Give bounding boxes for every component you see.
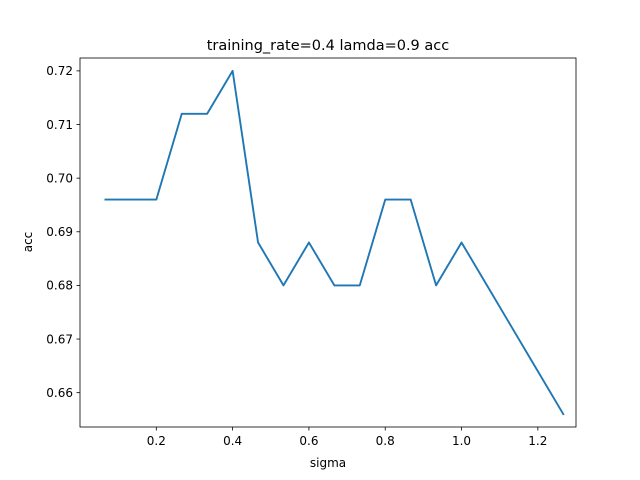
x-tick-label: 0.4 <box>223 434 242 448</box>
y-tick-label: 0.71 <box>46 118 73 132</box>
x-tick-label: 1.2 <box>528 434 547 448</box>
y-tick-label: 0.68 <box>46 279 73 293</box>
plot-area <box>80 58 576 427</box>
y-tick-label: 0.69 <box>46 225 73 239</box>
series-line <box>104 69 565 416</box>
y-tick-label: 0.70 <box>46 171 73 185</box>
x-axis-ticks: 0.2 0.4 0.6 0.8 1.0 1.2 <box>147 427 547 448</box>
y-tick-label: 0.67 <box>46 332 73 346</box>
series-layer <box>104 69 565 416</box>
chart-title: training_rate=0.4 lamda=0.9 acc <box>207 38 449 54</box>
x-tick-label: 0.6 <box>299 434 318 448</box>
y-tick-label: 0.66 <box>46 386 73 400</box>
y-axis-ticks: 0.66 0.67 0.68 0.69 0.70 0.71 0.72 <box>46 64 80 400</box>
x-tick-label: 1.0 <box>452 434 471 448</box>
x-axis-label: sigma <box>310 456 346 470</box>
x-tick-label: 0.8 <box>376 434 395 448</box>
y-axis-label: acc <box>21 232 35 253</box>
y-tick-label: 0.72 <box>46 64 73 78</box>
x-tick-label: 0.2 <box>147 434 166 448</box>
plot-frame <box>79 57 577 428</box>
